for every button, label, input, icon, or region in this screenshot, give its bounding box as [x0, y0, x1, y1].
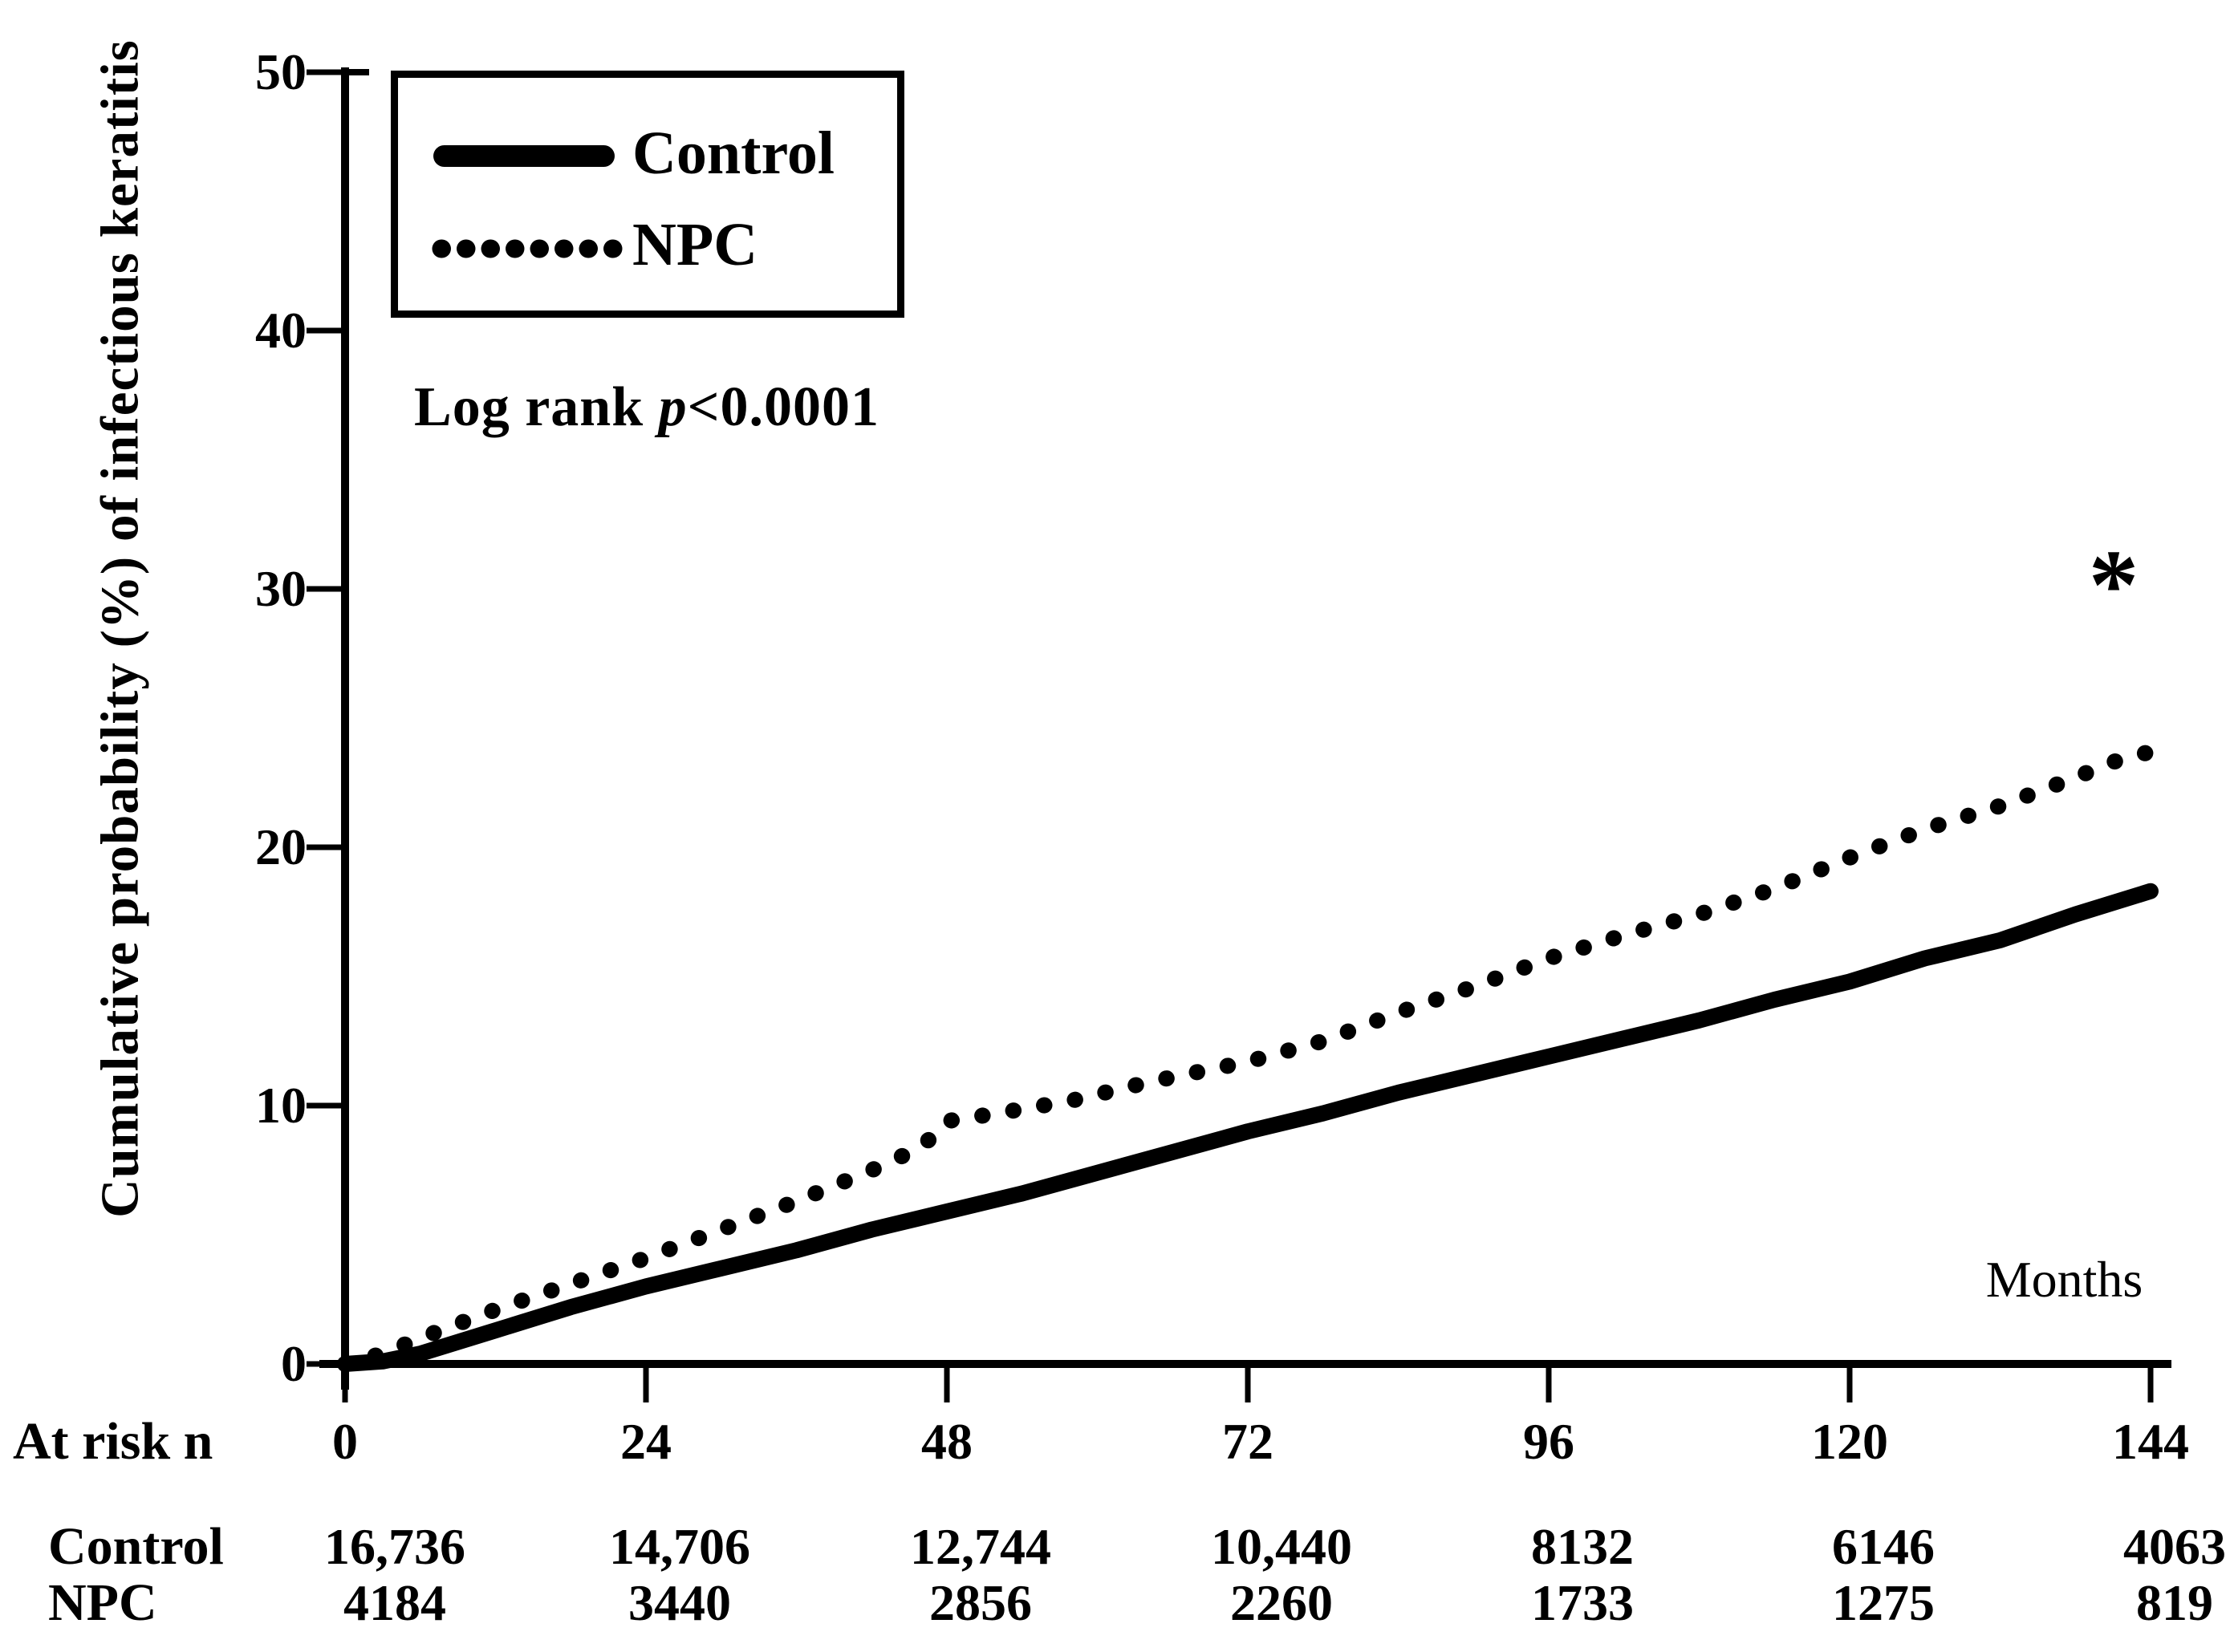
- at-risk-value: 6146: [1832, 1518, 1935, 1575]
- x-tick-label: 120: [1811, 1413, 1888, 1470]
- x-tick-label: 24: [620, 1413, 672, 1470]
- at-risk-value: 14,706: [609, 1518, 750, 1575]
- y-tick-label: 50: [255, 43, 307, 100]
- y-tick-label: 0: [281, 1335, 307, 1392]
- logrank-annotation: Log rank p<0.0001: [414, 375, 879, 440]
- x-tick-label: 96: [1523, 1413, 1574, 1470]
- logrank-prefix: Log rank: [414, 376, 659, 438]
- legend-dotted-line-sample: [432, 239, 623, 258]
- logrank-p-symbol: p: [658, 376, 688, 438]
- y-tick-label: 30: [255, 560, 307, 617]
- at-risk-value: 3440: [628, 1574, 731, 1631]
- at-risk-row-label: NPC: [48, 1573, 157, 1632]
- legend-box: Control NPC: [391, 71, 904, 318]
- at-risk-value: 819: [2136, 1574, 2213, 1631]
- y-tick-label: 40: [255, 302, 307, 359]
- legend-label-control: Control: [632, 120, 835, 187]
- y-axis-title: Cumulative probability (%) of infectious…: [90, 39, 150, 1218]
- at-risk-value: 1733: [1531, 1574, 1634, 1631]
- x-tick-label: 48: [921, 1413, 973, 1470]
- at-risk-value: 12,744: [910, 1518, 1051, 1575]
- y-tick-label: 20: [255, 818, 307, 875]
- significance-asterisk-annotation: *: [2088, 530, 2139, 641]
- at-risk-value: 16,736: [324, 1518, 465, 1575]
- legend-label-npc: NPC: [632, 211, 758, 278]
- npc-curve: [337, 743, 2159, 1372]
- at-risk-value: 4063: [2123, 1518, 2226, 1575]
- x-axis-title: Months: [1985, 1251, 2143, 1308]
- at-risk-header-label: At risk n: [13, 1412, 213, 1471]
- at-risk-value: 1275: [1832, 1574, 1935, 1631]
- x-tick-label: 0: [332, 1413, 358, 1470]
- at-risk-value: 4184: [343, 1574, 446, 1631]
- x-tick-label: 144: [2112, 1413, 2189, 1470]
- at-risk-row-label: Control: [48, 1517, 224, 1576]
- logrank-value: <0.0001: [687, 376, 880, 438]
- at-risk-value: 2260: [1230, 1574, 1333, 1631]
- y-tick-label: 10: [255, 1077, 307, 1134]
- x-tick-label: 72: [1222, 1413, 1273, 1470]
- control-curve: [337, 883, 2159, 1372]
- legend-solid-line-sample: [433, 145, 615, 167]
- at-risk-value: 2856: [929, 1574, 1032, 1631]
- at-risk-value: 10,440: [1211, 1518, 1352, 1575]
- at-risk-value: 8132: [1531, 1518, 1634, 1575]
